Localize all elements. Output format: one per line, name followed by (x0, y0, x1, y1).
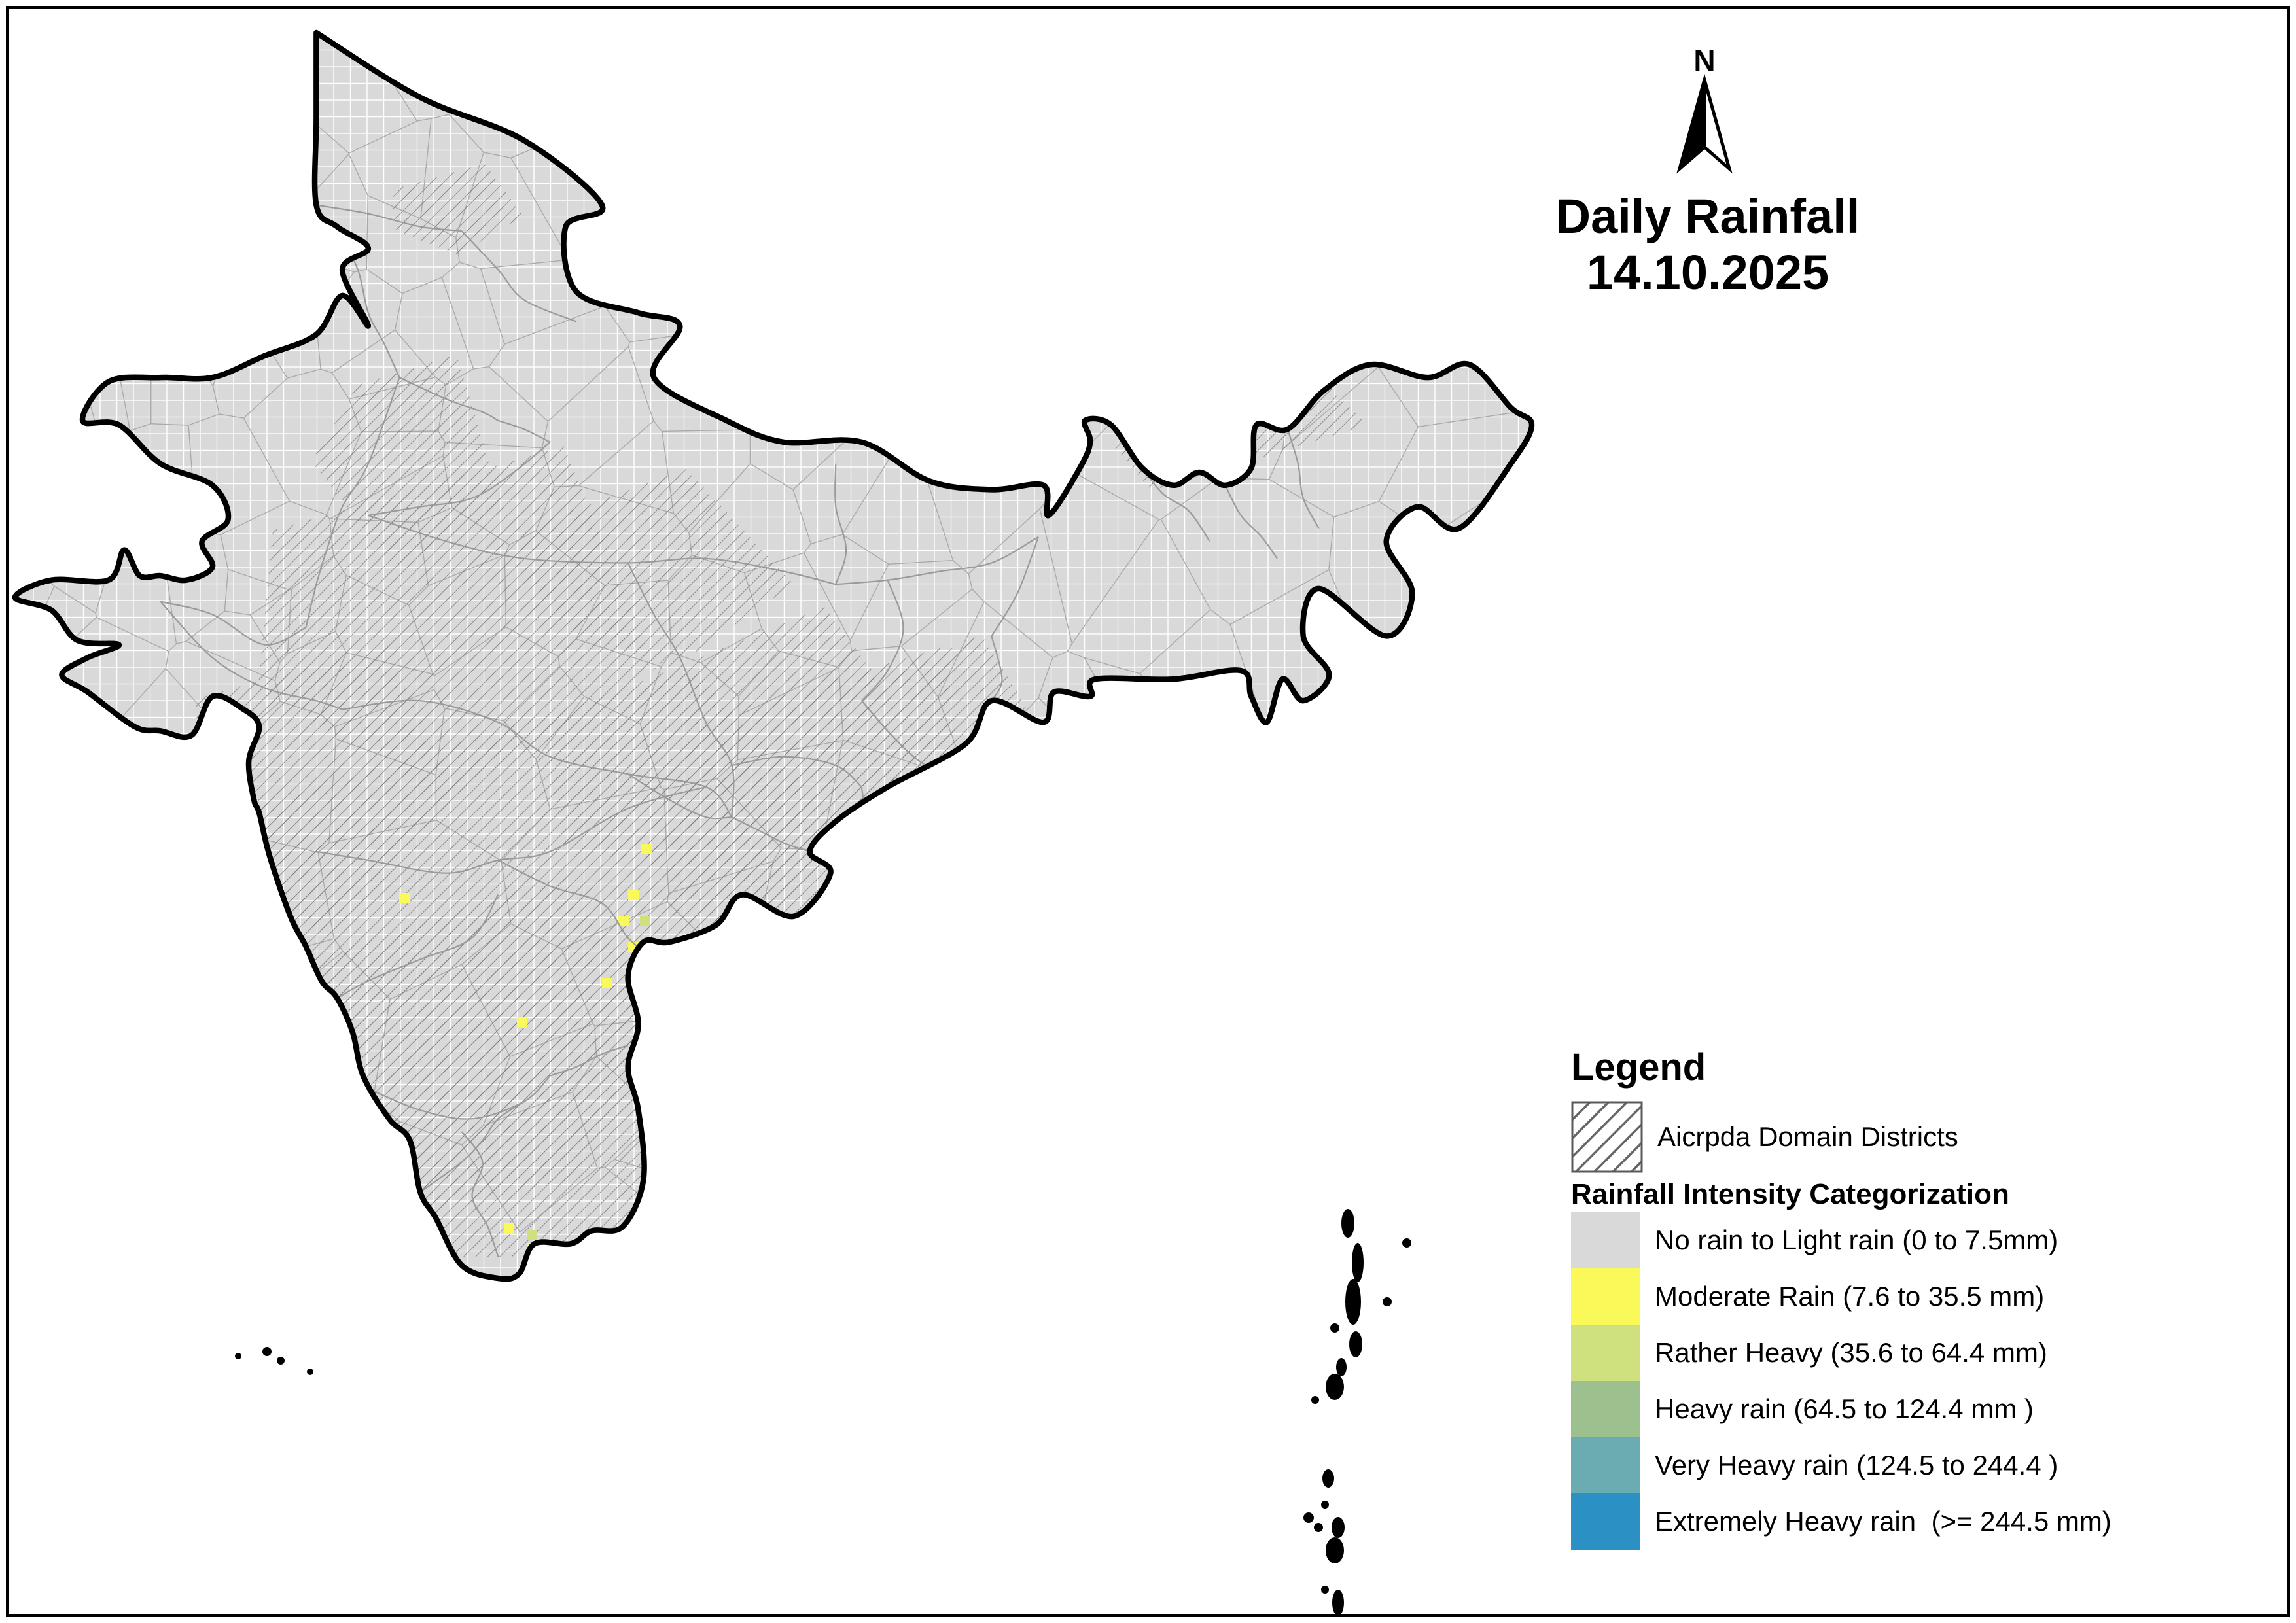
svg-text:N: N (1693, 43, 1715, 77)
